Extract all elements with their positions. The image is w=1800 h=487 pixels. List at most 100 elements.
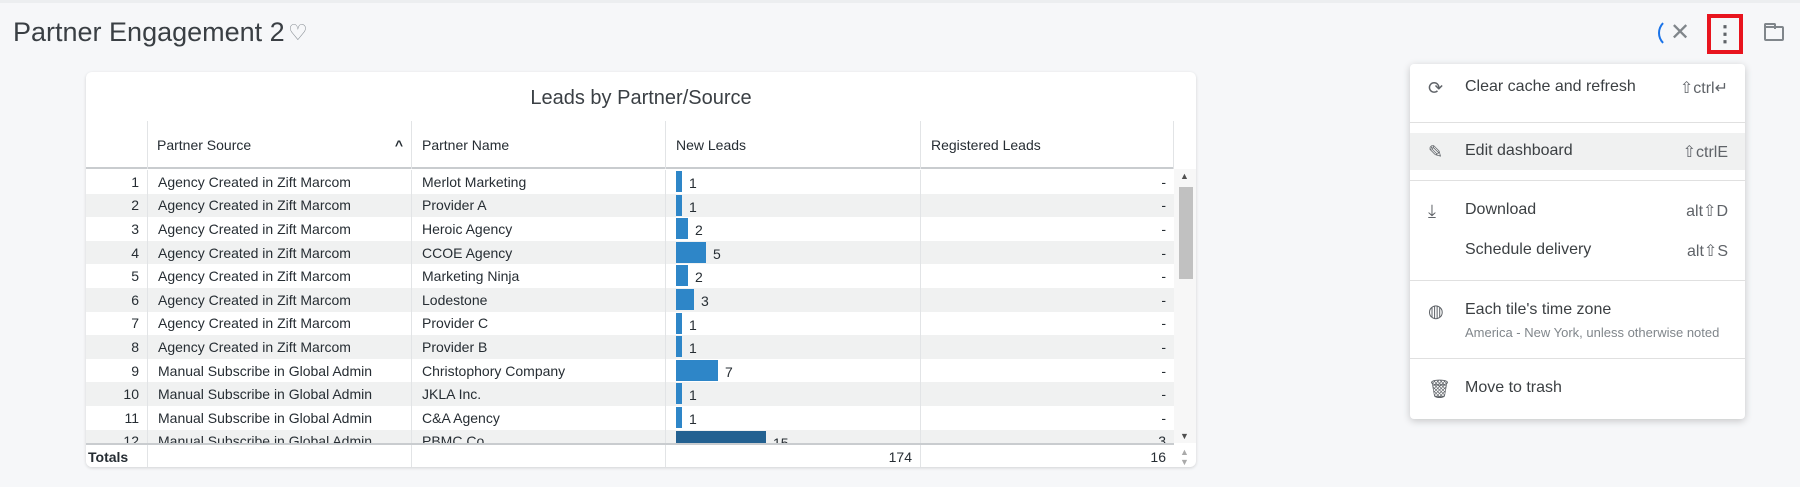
partner-source-cell: Agency Created in Zift Marcom [158, 315, 351, 332]
column-header-partner-source[interactable]: Partner Source ^ [157, 137, 403, 153]
partner-source-cell: Manual Subscribe in Global Admin [158, 386, 373, 403]
partner-name-cell: Provider B [422, 338, 488, 355]
table-tile: Leads by Partner/Source Partner Source ^ … [86, 72, 1196, 467]
new-leads-bar [676, 218, 688, 240]
partner-source-cell: Agency Created in Zift Marcom [158, 244, 351, 261]
download-icon: ⤓ [1428, 201, 1436, 221]
pencil-icon: ✎ [1428, 142, 1444, 162]
new-leads-value: 5 [713, 245, 721, 262]
new-leads-bar [676, 407, 682, 428]
registered-leads-cell: - [1161, 268, 1166, 285]
table-row[interactable]: 7 Agency Created in Zift Marcom Provider… [86, 311, 1174, 336]
refresh-icon: ⟳ [1428, 78, 1444, 98]
new-leads-value: 1 [689, 316, 697, 333]
more-vert-icon[interactable]: ⋮ [1707, 14, 1743, 54]
new-leads-value: 2 [695, 269, 703, 286]
new-leads-bar [676, 289, 694, 310]
scrollbar-thumb[interactable] [1179, 187, 1193, 279]
partner-name-cell: Lodestone [422, 291, 488, 308]
row-number: 2 [131, 197, 139, 214]
registered-leads-cell: 3 [1158, 433, 1166, 443]
menu-item-time-zone[interactable]: ◍ Each tile's time zone America - New York… [1428, 301, 1720, 340]
totals-scroll-icon[interactable]: ▲ ▼ [1180, 447, 1189, 467]
new-leads-value: 1 [689, 198, 697, 215]
table-row[interactable]: 4 Agency Created in Zift Marcom CCOE Age… [86, 240, 1174, 265]
scrollbar[interactable]: ▲ ▼ [1174, 169, 1196, 443]
table-row[interactable]: 9 Manual Subscribe in Global Admin Chris… [86, 358, 1174, 383]
new-leads-bar [676, 383, 682, 405]
table-row[interactable]: 11 Manual Subscribe in Global Admin C&A … [86, 406, 1174, 430]
partner-name-cell: Christophory Company [422, 362, 566, 379]
row-number: 8 [131, 338, 139, 355]
column-header-new-leads[interactable]: New Leads [665, 121, 920, 169]
partner-source-cell: Agency Created in Zift Marcom [158, 220, 351, 237]
sort-asc-icon: ^ [394, 137, 403, 153]
table-row[interactable]: 6 Agency Created in Zift Marcom Lodeston… [86, 288, 1174, 312]
dashboard-actions-menu: ⟳ Clear cache and refresh ⇧ctrl↵ ✎ Edit das… [1410, 64, 1745, 419]
table-row[interactable]: 8 Agency Created in Zift Marcom Provider… [86, 335, 1174, 360]
column-header-partner-name[interactable]: Partner Name [411, 121, 665, 169]
registered-leads-cell: - [1161, 386, 1166, 403]
new-leads-value: 1 [689, 411, 697, 427]
table-header: Partner Source ^ Partner Name New Leads R… [86, 121, 1174, 169]
new-leads-value: 3 [701, 293, 709, 309]
new-leads-bar [676, 194, 682, 216]
row-number: 5 [131, 268, 139, 285]
tile-title: Leads by Partner/Source [530, 87, 752, 109]
new-leads-bar [676, 359, 718, 381]
table-row[interactable]: 10 Manual Subscribe in Global Admin JKLA… [86, 382, 1174, 407]
row-number: 4 [131, 244, 139, 261]
new-leads-value: 7 [725, 363, 733, 380]
registered-leads-cell: - [1161, 362, 1166, 379]
new-leads-value: 1 [689, 175, 697, 191]
totals-row: Totals 174 16 ▲ ▼ [86, 443, 1189, 467]
new-leads-bar [676, 430, 766, 443]
row-number: 1 [131, 173, 139, 190]
total-registered-leads: 16 [1150, 448, 1166, 465]
partner-name-cell: Provider C [422, 315, 489, 332]
partner-source-cell: Agency Created in Zift Marcom [158, 268, 351, 285]
new-leads-bar [676, 312, 682, 334]
new-leads-value: 1 [689, 340, 697, 357]
new-leads-bar [676, 265, 688, 287]
dashboard-title: Partner Engagement 2 [13, 17, 285, 47]
new-leads-bar [676, 241, 706, 263]
registered-leads-cell: - [1161, 291, 1166, 308]
row-number: 6 [131, 291, 139, 308]
globe-icon: ◍ [1428, 301, 1444, 321]
table-row[interactable]: 12 Manual Subscribe in Global Admin PBMC… [86, 429, 1174, 443]
table-row[interactable]: 3 Agency Created in Zift Marcom Heroic A… [86, 217, 1174, 242]
menu-item-clear-cache[interactable]: ⟳ Clear cache and refresh ⇧ctrl↵ [1428, 78, 1728, 98]
new-leads-value: 15 [773, 434, 789, 443]
menu-item-schedule-delivery[interactable]: Schedule delivery alt⇧S [1465, 241, 1728, 260]
heart-icon[interactable]: ♡ [288, 20, 308, 45]
new-leads-bar [676, 171, 682, 192]
column-header-registered-leads[interactable]: Registered Leads [920, 121, 1174, 169]
total-new-leads: 174 [888, 448, 912, 465]
partner-source-cell: Manual Subscribe in Global Admin [158, 362, 373, 379]
partner-name-cell: PBMC Co. [422, 433, 489, 443]
partner-name-cell: Marketing Ninja [422, 268, 520, 285]
registered-leads-cell: - [1161, 197, 1166, 214]
partner-name-cell: JKLA Inc. [422, 386, 482, 403]
table-row[interactable]: 5 Agency Created in Zift Marcom Marketin… [86, 264, 1174, 289]
partner-source-cell: Agency Created in Zift Marcom [158, 291, 351, 308]
top-border [0, 0, 1800, 3]
menu-item-move-to-trash[interactable]: 🗑 Move to trash [1428, 379, 1562, 399]
folder-icon[interactable] [1764, 23, 1784, 41]
registered-leads-cell: - [1161, 315, 1166, 332]
registered-leads-cell: - [1161, 244, 1166, 261]
partner-name-cell: Merlot Marketing [422, 173, 527, 190]
table-row[interactable]: 2 Agency Created in Zift Marcom Provider… [86, 193, 1174, 218]
menu-item-download[interactable]: ⤓ Download alt⇧D [1428, 201, 1728, 221]
table-row[interactable]: 1 Agency Created in Zift Marcom Merlot M… [86, 170, 1174, 194]
close-icon[interactable]: ✕ [1670, 19, 1691, 46]
partner-name-cell: C&A Agency [422, 409, 500, 426]
partner-name-cell: CCOE Agency [422, 244, 513, 261]
registered-leads-cell: - [1161, 409, 1166, 426]
partner-name-cell: Heroic Agency [422, 220, 513, 237]
loading-spinner-icon [1658, 18, 1688, 48]
new-leads-value: 2 [695, 222, 703, 239]
row-number: 12 [123, 433, 139, 443]
menu-item-edit-dashboard[interactable]: ✎ Edit dashboard ⇧ctrlE [1410, 133, 1745, 170]
